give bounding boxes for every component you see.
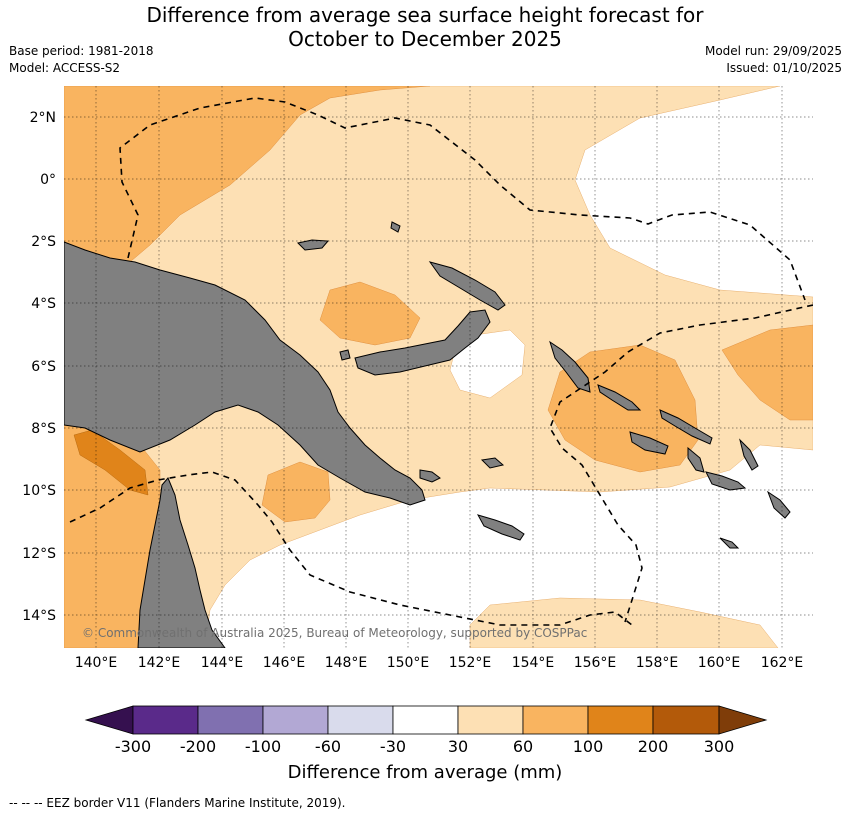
colorbar-swatch-6	[457, 705, 524, 735]
lon-label-140e: 140°E	[75, 655, 118, 671]
land-trobriand	[480, 457, 505, 469]
eez-border-png	[119, 97, 806, 301]
lon-label-150e: 150°E	[387, 655, 430, 671]
colorbar-under-arrow	[84, 705, 134, 735]
land-santa-isabel	[659, 409, 713, 445]
lon-label-142e: 142°E	[138, 655, 181, 671]
land-dentrecasteaux	[419, 469, 441, 483]
lon-label-160e: 160°E	[698, 655, 741, 671]
colorbar-tick-3: -100	[245, 737, 281, 756]
land-new-ireland	[428, 261, 506, 311]
lat-label-0: 0°	[40, 172, 56, 188]
model-name: Model: ACCESS-S2	[9, 61, 121, 75]
land-island-small-2	[390, 221, 401, 233]
anomaly-region-60-100-d	[721, 324, 813, 421]
anomaly-region-30-60	[64, 86, 813, 648]
issued-date: Issued: 01/10/2025	[726, 61, 842, 75]
colorbar: -300 -200 -100 -60 -30 30 60 100 200 300…	[84, 705, 768, 783]
land-malaita	[687, 446, 705, 473]
lat-label-10s: 10°S	[22, 483, 56, 499]
lat-label-6s: 6°S	[31, 359, 56, 375]
land-choiseul	[597, 384, 642, 411]
title-line-1: Difference from average sea surface heig…	[146, 3, 704, 27]
lat-label-12s: 12°S	[22, 546, 56, 562]
colorbar-swatch-8	[587, 705, 654, 735]
anomaly-region-south	[469, 597, 779, 648]
latitude-labels: 2°N 0° 2°S 4°S 6°S 8°S 10°S 12°S 14°S	[22, 110, 56, 624]
colorbar-tick-6: 30	[448, 737, 468, 756]
colorbar-swatch-7	[522, 705, 589, 735]
lon-label-146e: 146°E	[263, 655, 306, 671]
colorbar-swatch-3	[262, 705, 329, 735]
eez-legend-note: -- -- -- EEZ border V11 (Flanders Marine…	[9, 796, 346, 810]
land-island-small-3	[719, 537, 740, 549]
colorbar-swatch-2	[197, 705, 264, 735]
lon-label-148e: 148°E	[325, 655, 368, 671]
lon-label-152e: 152°E	[449, 655, 492, 671]
land-new-britain	[354, 309, 491, 376]
lat-label-2s: 2°S	[31, 234, 56, 250]
land-makira	[705, 471, 747, 491]
copyright-notice: © Commonwealth of Australia 2025, Bureau…	[82, 626, 587, 640]
chart-title: Difference from average sea surface heig…	[0, 3, 850, 51]
model-info: Base period: 1981-2018 Model: ACCESS-S2	[9, 43, 154, 77]
colorbar-tick-2: -200	[180, 737, 216, 756]
colorbar-swatch-5	[392, 705, 459, 735]
lon-label-144e: 144°E	[201, 655, 244, 671]
land-island-small-1	[339, 349, 351, 361]
map-area: © Commonwealth of Australia 2025, Bureau…	[64, 86, 813, 648]
colorbar-tick-9: 200	[638, 737, 669, 756]
lat-label-14s: 14°S	[22, 608, 56, 624]
longitude-labels: 140°E 142°E 144°E 146°E 148°E 150°E 152°…	[75, 655, 804, 671]
title-line-2: October to December 2025	[288, 27, 562, 51]
colorbar-swatch-1	[132, 705, 199, 735]
colorbar-tick-5: -30	[380, 737, 406, 756]
model-run: Model run: 29/09/2025	[704, 44, 842, 58]
colorbar-tick-1: -300	[115, 737, 151, 756]
anomaly-region-60-100-a	[319, 281, 421, 346]
land-new-guinea	[64, 241, 426, 506]
colorbar-tick-10: 300	[704, 737, 735, 756]
lat-label-2n: 2°N	[30, 110, 56, 126]
run-info: Model run: 29/09/2025 Issued: 01/10/2025	[705, 43, 842, 77]
land-vanuatu-2	[766, 490, 791, 519]
land-guadalcanal	[629, 431, 669, 455]
colorbar-swatch-4	[327, 705, 394, 735]
colorbar-tick-7: 60	[513, 737, 533, 756]
lat-label-4s: 4°S	[31, 296, 56, 312]
land-cape-york	[137, 477, 226, 648]
lon-label-158e: 158°E	[636, 655, 679, 671]
land-louisiade	[476, 514, 525, 541]
anomaly-region-100-200	[73, 429, 149, 496]
colorbar-title: Difference from average (mm)	[288, 762, 563, 783]
land-bougainville	[549, 340, 591, 393]
lon-label-162e: 162°E	[761, 655, 804, 671]
colorbar-tick-8: 100	[573, 737, 604, 756]
land-manus	[296, 239, 330, 251]
eez-border-south	[69, 471, 633, 626]
colorbar-swatch-9	[652, 705, 720, 735]
lon-label-154e: 154°E	[512, 655, 555, 671]
lon-label-156e: 156°E	[574, 655, 617, 671]
anomaly-region-60-100-b	[261, 461, 331, 523]
base-period: Base period: 1981-2018	[9, 44, 154, 58]
neutral-region-inner	[449, 329, 526, 399]
lat-label-8s: 8°S	[31, 421, 56, 437]
colorbar-over-arrow	[718, 705, 768, 735]
colorbar-tick-4: -60	[315, 737, 341, 756]
land-vanuatu-1	[739, 438, 759, 471]
gridlines	[64, 86, 813, 648]
